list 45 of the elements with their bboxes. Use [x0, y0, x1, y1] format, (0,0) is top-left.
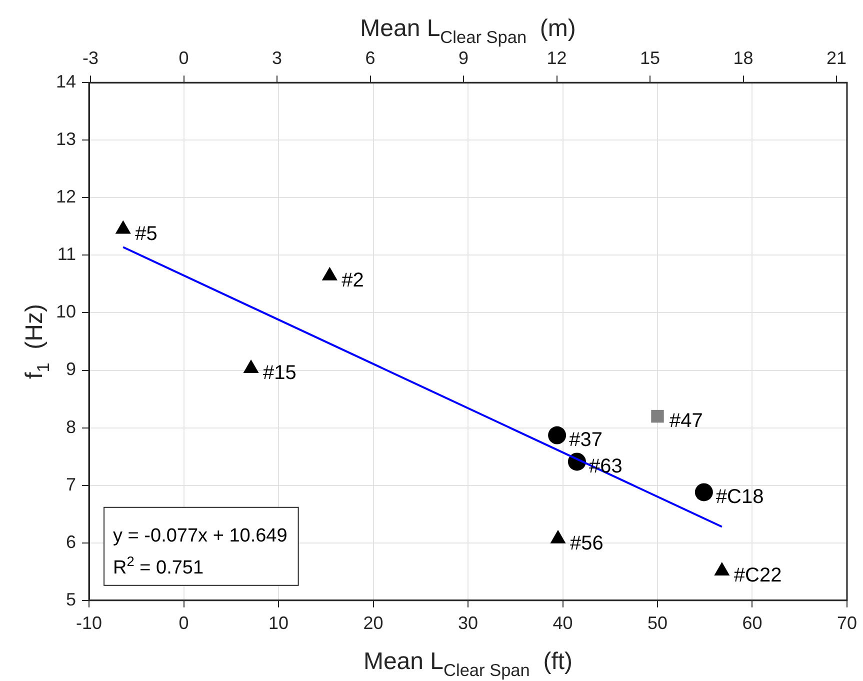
x-tick-label: -10	[76, 613, 102, 634]
x-tick-label: 10	[268, 613, 289, 634]
y-tick-label: 7	[66, 474, 76, 494]
y-tick-label: 8	[66, 416, 76, 437]
x-tick-label: 60	[742, 613, 762, 634]
annotation: #2	[342, 269, 364, 292]
point	[243, 360, 259, 374]
x2-tick-label: 12	[546, 48, 567, 68]
annotation: y = -0.077x + 10.649	[113, 525, 288, 546]
annotation: #C22	[734, 564, 782, 587]
y-tick-label: 6	[66, 532, 76, 552]
x2-tick-label: 6	[365, 48, 376, 68]
y-tick-label: 12	[56, 186, 76, 207]
point	[651, 410, 664, 423]
x-tick-label: 50	[647, 613, 668, 634]
annotation: #37	[569, 428, 602, 451]
y-tick-label: 9	[66, 359, 76, 380]
x2-tick-label: 15	[640, 48, 660, 68]
y-tick-label: 5	[66, 589, 76, 610]
annotation: #C18	[716, 486, 764, 508]
annotation: #56	[570, 532, 604, 554]
y-tick-label: 10	[56, 302, 76, 322]
x2-tick-label: 21	[826, 48, 847, 68]
y-tick-label: 14	[56, 72, 76, 92]
x2-tick-label: 9	[458, 48, 469, 68]
x-tick-label: 0	[178, 613, 189, 634]
x-tick-label: 30	[458, 613, 478, 634]
y-axis-title: f1 (Hz)	[21, 304, 54, 379]
x2-tick-label: 3	[272, 48, 282, 68]
annotation: #15	[263, 362, 296, 384]
annotation: #63	[588, 455, 622, 478]
x2-tick-label: 18	[733, 48, 754, 68]
x-tick-label: 40	[552, 613, 573, 634]
annotation: #47	[669, 410, 703, 432]
y-tick-label: 11	[57, 244, 76, 264]
point	[115, 220, 131, 234]
point	[548, 426, 566, 444]
x-tick-label: 20	[363, 613, 384, 634]
annotation: #5	[135, 222, 158, 245]
point	[322, 266, 338, 280]
y-tick-label: 13	[56, 129, 76, 150]
x2-tick-label: 0	[178, 48, 189, 68]
x-tick-label: 70	[836, 613, 858, 634]
x2-tick-label: -3	[82, 48, 99, 68]
point	[694, 483, 713, 502]
